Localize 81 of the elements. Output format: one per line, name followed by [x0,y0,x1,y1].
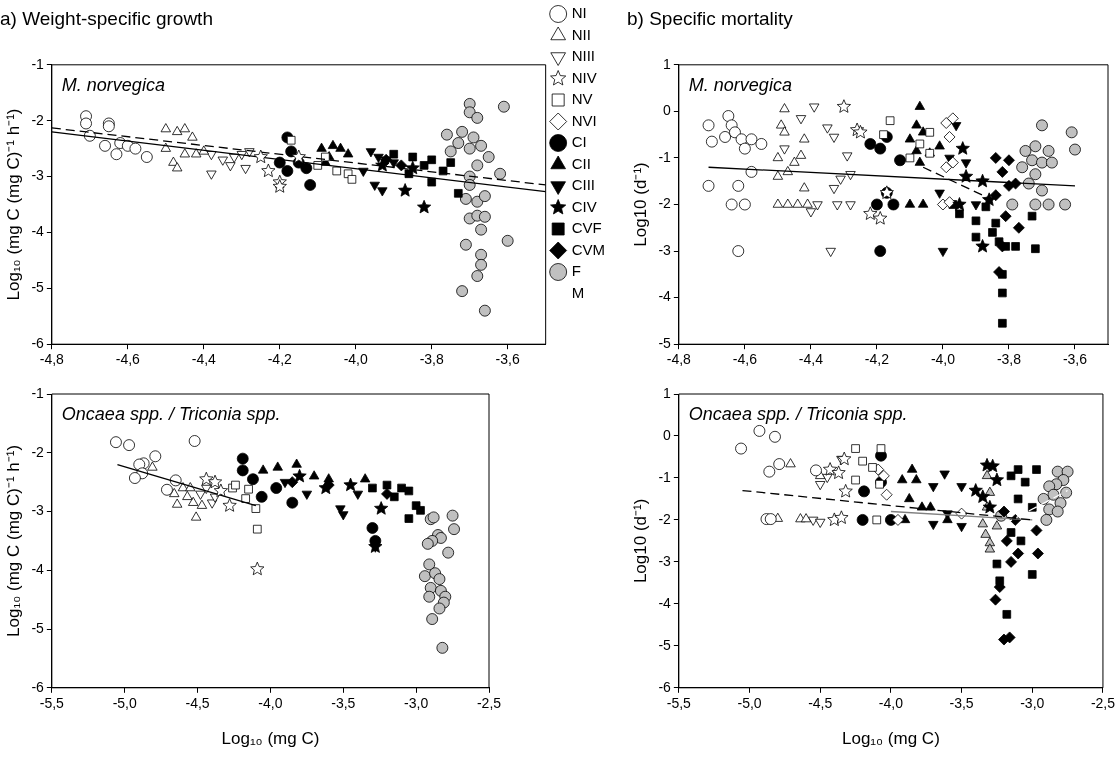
x-tick-label: -3,0 [404,695,429,712]
legend-label: NVI [571,111,597,129]
y-axis-title: Log₁₀ (mg C (mg C)⁻¹ h⁻¹) [3,108,23,301]
y-axis-title: Log10 (d⁻¹) [630,162,650,247]
legend-label: NIV [571,68,597,86]
y-tick-label: -6 [31,678,45,695]
legend-label: NI [571,4,587,22]
y-tick-label: -4 [658,594,672,611]
x-tick-label: -4,4 [798,351,824,368]
annotation: Oncaea spp. / Triconia spp. [688,404,908,424]
y-axis-title: Log10 (d⁻¹) [630,498,650,584]
x-tick-label: -3,6 [1062,351,1088,368]
x-axis-title: Log₁₀ (mg C) [841,729,940,749]
y-tick-label: -5 [658,335,672,352]
y-tick-label: -3 [658,241,672,258]
x-tick-label: -4,0 [878,695,904,712]
y-tick-label: -2 [31,443,45,460]
x-tick-label: -4,0 [343,351,369,368]
x-tick-label: -4,8 [39,351,65,368]
y-tick-label: -4 [31,561,45,578]
legend-label: NV [571,90,593,108]
y-tick-label: 1 [663,384,672,401]
x-tick-label: -4,5 [185,695,210,712]
x-tick-label: -3,0 [1020,695,1045,712]
y-tick-label: -4 [31,223,45,240]
y-tick-label: -2 [658,195,672,212]
legend-label: CII [571,154,591,172]
x-tick-label: -3,6 [495,351,520,368]
y-tick-label: -5 [658,636,672,653]
x-tick-label: -2,5 [1090,695,1116,712]
x-tick-label: -4,6 [732,351,758,368]
x-tick-label: -3,8 [996,351,1022,368]
y-tick-label: -3 [658,552,672,569]
legend-label: CIII [571,176,596,194]
legend-label: NII [571,25,591,43]
x-tick-label: -2,5 [476,695,502,712]
legend-label: NIII [571,47,596,65]
x-tick-label: -4,2 [864,351,890,368]
x-tick-label: -4,4 [191,351,217,368]
y-tick-label: -6 [658,678,672,695]
y-tick-label: -2 [658,510,672,527]
y-tick-label: -3 [31,167,45,184]
x-tick-label: -3,5 [331,695,356,712]
annotation: M. norvegica [61,74,165,95]
y-tick-label: 1 [663,55,672,72]
y-tick-label: -6 [31,335,45,352]
x-tick-label: -4,5 [808,695,833,712]
y-tick-label: -5 [31,619,45,636]
x-tick-label: -3,5 [949,695,974,712]
y-axis-title: Log₁₀ (mg C (mg C)⁻¹ h⁻¹) [3,444,23,637]
legend-label: CVF [571,219,602,237]
chart-title: a) Weight-specific growth [0,7,213,29]
x-tick-label: -4,6 [115,351,141,368]
annotation: M. norvegica [688,74,792,95]
x-tick-label: -3,8 [419,351,444,368]
chart-title: b) Specific mortality [627,7,794,29]
y-tick-label: -1 [31,55,45,72]
y-tick-label: -5 [31,279,45,296]
y-tick-label: -3 [31,502,45,519]
text: M [571,283,585,301]
x-tick-label: -4,2 [267,351,293,368]
legend-label: CVM [571,240,606,258]
y-tick-label: -2 [31,111,45,128]
y-tick-label: -1 [658,468,672,485]
y-tick-label: -4 [658,288,672,305]
y-tick-label: 0 [663,426,672,443]
x-axis-title: Log₁₀ (mg C) [221,729,320,749]
x-tick-label: -4,0 [930,351,956,368]
legend-label: CIV [571,197,597,215]
y-tick-label: -1 [31,384,45,401]
legend-label: CI [571,133,587,151]
x-tick-label: -4,8 [666,351,692,368]
y-tick-label: -1 [658,148,672,165]
y-tick-label: 0 [663,102,672,119]
annotation: Oncaea spp. / Triconia spp. [61,404,281,424]
legend-label: F [571,262,581,280]
x-tick-label: -5,0 [737,695,762,712]
x-tick-label: -5,5 [666,695,692,712]
x-tick-label: -5,5 [39,695,65,712]
x-tick-label: -4,0 [258,695,283,712]
x-tick-label: -5,0 [112,695,137,712]
